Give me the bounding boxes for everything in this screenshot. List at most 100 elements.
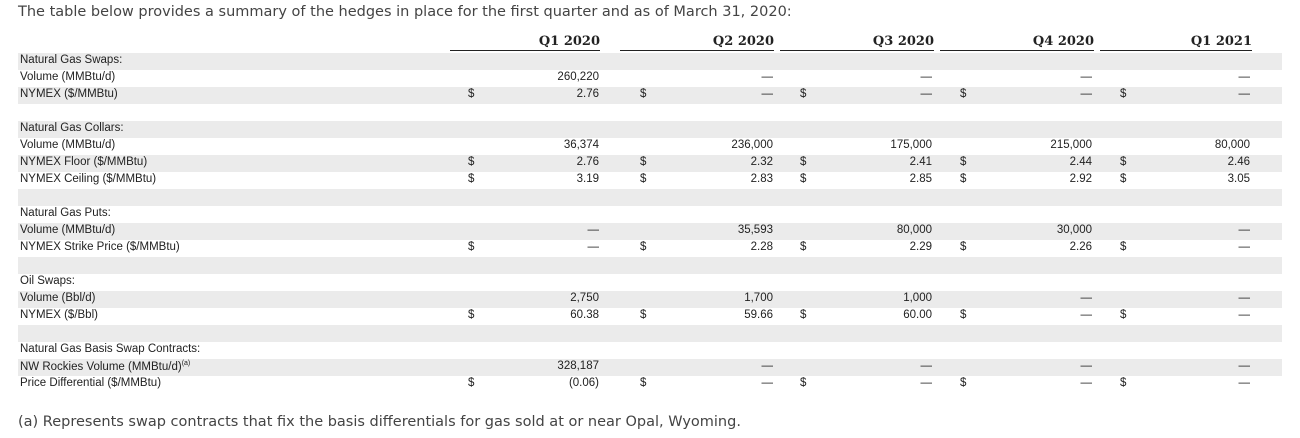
cell-value: 30,000 (1056, 224, 1092, 236)
cell-value: — (920, 360, 933, 372)
currency-symbol: $ (960, 241, 967, 253)
cell-value: — (587, 241, 600, 253)
cell-value: 1,000 (903, 292, 932, 304)
cell-value: — (1238, 71, 1251, 83)
row-label: NW Rockies Volume (MMBtu/d)(a) (20, 360, 191, 373)
column-header: Q4 2020 (940, 34, 1094, 51)
table-row: NYMEX Floor ($/MMBtu) $2.76 $2.32 $2.41 $2.4… (18, 155, 1282, 172)
cell-value: 328,187 (557, 360, 599, 372)
cell-value: 2.83 (750, 173, 773, 185)
column-header: Q1 2020 (450, 34, 600, 51)
row-label: NYMEX ($/Bbl) (20, 309, 98, 321)
cell-value: — (1238, 309, 1251, 321)
table-row: Natural Gas Collars: (18, 121, 1282, 138)
cell-value: — (920, 71, 933, 83)
cell-value: — (1238, 292, 1251, 304)
cell-value: 2.46 (1227, 156, 1250, 168)
currency-symbol: $ (800, 377, 807, 389)
cell-value: 2.76 (576, 88, 599, 100)
currency-symbol: $ (1120, 173, 1127, 185)
cell-value: 2.29 (909, 241, 932, 253)
table-row: Volume (MMBtu/d) 36,374 236,000 175,000 215,… (18, 138, 1282, 155)
currency-symbol: $ (800, 156, 807, 168)
cell-value: 2.76 (576, 156, 599, 168)
row-label: Volume (MMBtu/d) (20, 139, 116, 151)
table-row (18, 189, 1282, 206)
cell-value: — (1238, 360, 1251, 372)
row-label: Volume (MMBtu/d) (20, 224, 116, 236)
row-label: NYMEX Ceiling ($/MMBtu) (20, 173, 157, 185)
table-row (18, 257, 1282, 274)
table-row: Volume (Bbl/d) 2,750 1,700 1,000 — — (18, 291, 1282, 308)
row-label: Volume (MMBtu/d) (20, 71, 116, 83)
currency-symbol: $ (640, 88, 647, 100)
cell-value: 3.19 (576, 173, 599, 185)
cell-value: 80,000 (1214, 139, 1250, 151)
currency-symbol: $ (800, 88, 807, 100)
row-label: NYMEX Strike Price ($/MMBtu) (20, 241, 180, 253)
cell-value: 215,000 (1050, 139, 1092, 151)
cell-value: 60.00 (903, 309, 932, 321)
cell-value: — (1080, 71, 1093, 83)
table-row: Volume (MMBtu/d) — 35,593 80,000 30,000 — (18, 223, 1282, 240)
row-label: Natural Gas Swaps: (20, 54, 123, 66)
currency-symbol: $ (960, 156, 967, 168)
currency-symbol: $ (800, 173, 807, 185)
cell-value: 60.38 (570, 309, 599, 321)
currency-symbol: $ (960, 173, 967, 185)
cell-value: — (1238, 241, 1251, 253)
row-label: NYMEX Floor ($/MMBtu) (20, 156, 148, 168)
column-header: Q2 2020 (620, 34, 774, 51)
currency-symbol: $ (468, 377, 475, 389)
row-label: Price Differential ($/MMBtu) (20, 377, 162, 389)
column-header: Q3 2020 (780, 34, 934, 51)
cell-value: — (587, 224, 600, 236)
table-row: NW Rockies Volume (MMBtu/d)(a) 328,187 — — —… (18, 359, 1282, 376)
row-label: Natural Gas Collars: (20, 122, 124, 134)
currency-symbol: $ (640, 173, 647, 185)
table-row (18, 104, 1282, 121)
table-row: NYMEX ($/Bbl) $60.38 $59.66 $60.00 $ — $ — (18, 308, 1282, 325)
cell-value: — (1080, 377, 1093, 389)
cell-value: — (1080, 292, 1093, 304)
cell-value: 236,000 (731, 139, 773, 151)
cell-value: — (1238, 88, 1251, 100)
cell-value: 2.26 (1069, 241, 1092, 253)
currency-symbol: $ (960, 88, 967, 100)
column-header: Q1 2021 (1100, 34, 1252, 51)
cell-value: 1,700 (744, 292, 773, 304)
currency-symbol: $ (800, 241, 807, 253)
cell-value: — (920, 377, 933, 389)
currency-symbol: $ (468, 241, 475, 253)
currency-symbol: $ (1120, 156, 1127, 168)
table-row: Price Differential ($/MMBtu) $ (0.06) $ — $ — $… (18, 376, 1282, 393)
cell-value: 3.05 (1227, 173, 1250, 185)
currency-symbol: $ (1120, 309, 1127, 321)
currency-symbol: $ (1120, 377, 1127, 389)
table-row: NYMEX ($/MMBtu) $2.76 $ — $ — $ — $ — (18, 87, 1282, 104)
cell-value: 2.92 (1069, 173, 1092, 185)
table-row: Volume (MMBtu/d) 260,220 — — — — (18, 70, 1282, 87)
cell-value: 59.66 (744, 309, 773, 321)
cell-value: — (920, 88, 933, 100)
cell-value: — (761, 377, 774, 389)
cell-value: 2,750 (570, 292, 599, 304)
cell-value: — (761, 360, 774, 372)
cell-value: 2.32 (750, 156, 773, 168)
cell-value: 36,374 (563, 139, 599, 151)
table-row: Natural Gas Basis Swap Contracts: (18, 342, 1282, 359)
cell-value: 260,220 (557, 71, 599, 83)
cell-value: 175,000 (890, 139, 932, 151)
cell-value: — (1238, 377, 1251, 389)
cell-value: 35,593 (737, 224, 773, 236)
cell-value: — (761, 88, 774, 100)
cell-value: (0.06) (568, 377, 599, 389)
currency-symbol: $ (960, 309, 967, 321)
cell-value: — (1238, 224, 1251, 236)
currency-symbol: $ (640, 309, 647, 321)
intro-text: The table below provides a summary of th… (18, 4, 792, 20)
cell-value: 2.28 (750, 241, 773, 253)
row-label: Natural Gas Puts: (20, 207, 111, 219)
currency-symbol: $ (468, 156, 475, 168)
cell-value: — (1080, 88, 1093, 100)
